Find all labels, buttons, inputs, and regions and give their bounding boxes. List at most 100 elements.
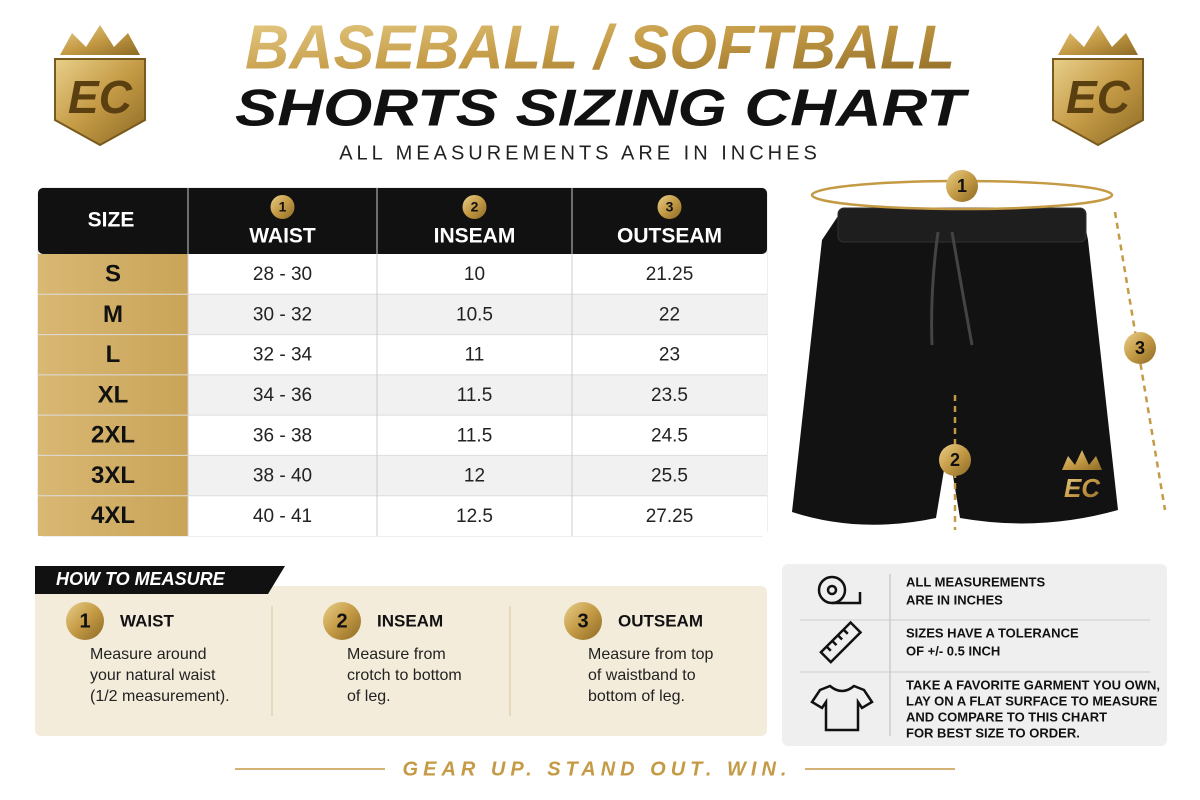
size-label: 4XL	[91, 502, 135, 529]
cell: 11.5	[457, 425, 493, 446]
decoration	[826, 584, 838, 596]
cell: 10	[464, 264, 485, 285]
notes-panel: ALL MEASUREMENTS ARE IN INCHES SIZES HAVE …	[782, 564, 1167, 746]
title-line2: SHORTS SIZING CHART	[235, 80, 970, 138]
waistband	[837, 207, 1087, 243]
cell: 27.25	[646, 506, 694, 527]
footer: GEAR UP. STAND OUT. WIN.	[403, 758, 792, 780]
shorts-logo-text: EC	[1064, 473, 1101, 503]
size-label: L	[106, 341, 121, 368]
step-text: Measure from	[347, 646, 446, 663]
size-label: 2XL	[91, 422, 135, 449]
note-text: ALL MEASUREMENTS	[906, 574, 1045, 589]
step-label: WAIST	[120, 611, 174, 630]
column-label: INSEAM	[434, 225, 516, 248]
table-header	[38, 188, 767, 254]
row-bg	[188, 294, 767, 335]
cell: 12.5	[456, 506, 493, 527]
size-label: 3XL	[91, 462, 135, 489]
column-number: 1	[279, 199, 287, 215]
cell: 23	[659, 345, 680, 366]
shorts	[792, 210, 1118, 525]
step-number: 3	[577, 610, 588, 632]
note-text: AND COMPARE TO THIS CHART	[906, 709, 1107, 724]
step-number: 2	[336, 610, 347, 632]
step-label: INSEAM	[377, 611, 443, 630]
ruler-icon	[819, 620, 863, 664]
decoration	[832, 592, 862, 605]
shirt-icon	[810, 684, 874, 732]
column-number: 3	[666, 199, 674, 215]
column-badge	[657, 195, 682, 219]
cell: 10.5	[456, 304, 493, 325]
size-label: S	[105, 260, 121, 287]
cell: 30 - 32	[253, 304, 312, 325]
marker	[946, 170, 978, 202]
column-label: OUTSEAM	[617, 225, 722, 248]
marker	[939, 444, 971, 476]
cell: 12	[464, 466, 485, 487]
size-table: SIZE S 28 - 30 10 21.25 M 30 - 32 10.5 22 L 32 - …	[37, 187, 768, 537]
title-line1: BASEBALL / SOFTBALL	[245, 13, 955, 82]
row-bg	[188, 334, 767, 375]
step-text: bottom of leg.	[588, 688, 685, 705]
marker-number: 2	[950, 450, 960, 470]
cell: 21.25	[646, 264, 694, 285]
cell: 34 - 36	[253, 385, 312, 406]
row-bg	[188, 415, 767, 456]
logo-left: EC	[54, 24, 146, 146]
column-badge	[462, 195, 487, 219]
drawstring	[930, 231, 974, 346]
size-header: SIZE	[88, 209, 135, 232]
logo-right: EC	[1052, 24, 1144, 146]
cell: 22	[659, 304, 680, 325]
note-text: FOR BEST SIZE TO ORDER.	[906, 725, 1080, 740]
row-bg	[188, 495, 767, 536]
notes-bg	[782, 564, 1167, 746]
logo-text: EC	[1066, 71, 1131, 123]
step-badge	[66, 602, 104, 640]
step-label: OUTSEAM	[618, 611, 703, 630]
step-text: Measure around	[90, 646, 207, 663]
size-label: M	[103, 301, 123, 328]
row-bg	[188, 374, 767, 416]
step-badge	[323, 602, 361, 640]
cell: 11.5	[457, 385, 493, 406]
step-text: (1/2 measurement).	[90, 688, 230, 705]
column-badge	[270, 195, 295, 219]
note-text: ARE IN INCHES	[906, 592, 1003, 607]
decoration	[819, 620, 863, 664]
marker-number: 3	[1135, 338, 1145, 358]
step-text: crotch to bottom	[347, 667, 462, 684]
cell: 11	[465, 345, 485, 366]
marker	[1124, 332, 1156, 364]
tape-icon	[817, 575, 862, 605]
cell: 25.5	[651, 466, 688, 487]
row-bg	[188, 455, 767, 496]
size-column	[38, 254, 188, 536]
cell: 24.5	[651, 425, 688, 446]
logo-text: EC	[68, 71, 133, 123]
step-text: of waistband to	[588, 667, 696, 684]
how-title: HOW TO MEASURE	[56, 569, 226, 589]
step-text: Measure from top	[588, 646, 713, 663]
decoration	[825, 628, 849, 652]
cell: 36 - 38	[253, 425, 312, 446]
cell: 28 - 30	[253, 264, 312, 285]
note-text: OF +/- 0.5 INCH	[906, 643, 1000, 658]
cell: 38 - 40	[253, 466, 312, 487]
how-to-measure: HOW TO MEASURE 1 WAIST Measure around your …	[35, 566, 767, 736]
size-label: XL	[98, 381, 129, 408]
step-text: your natural waist	[90, 667, 216, 684]
step-number: 1	[79, 610, 90, 632]
column-label: WAIST	[249, 225, 316, 248]
shorts-logo-crown	[1062, 450, 1102, 470]
shorts-diagram: EC 1 2 3	[792, 170, 1167, 530]
column-number: 2	[471, 199, 479, 215]
cell: 32 - 34	[253, 345, 313, 366]
note-text: SIZES HAVE A TOLERANCE	[906, 625, 1079, 640]
row-bg	[188, 254, 767, 295]
